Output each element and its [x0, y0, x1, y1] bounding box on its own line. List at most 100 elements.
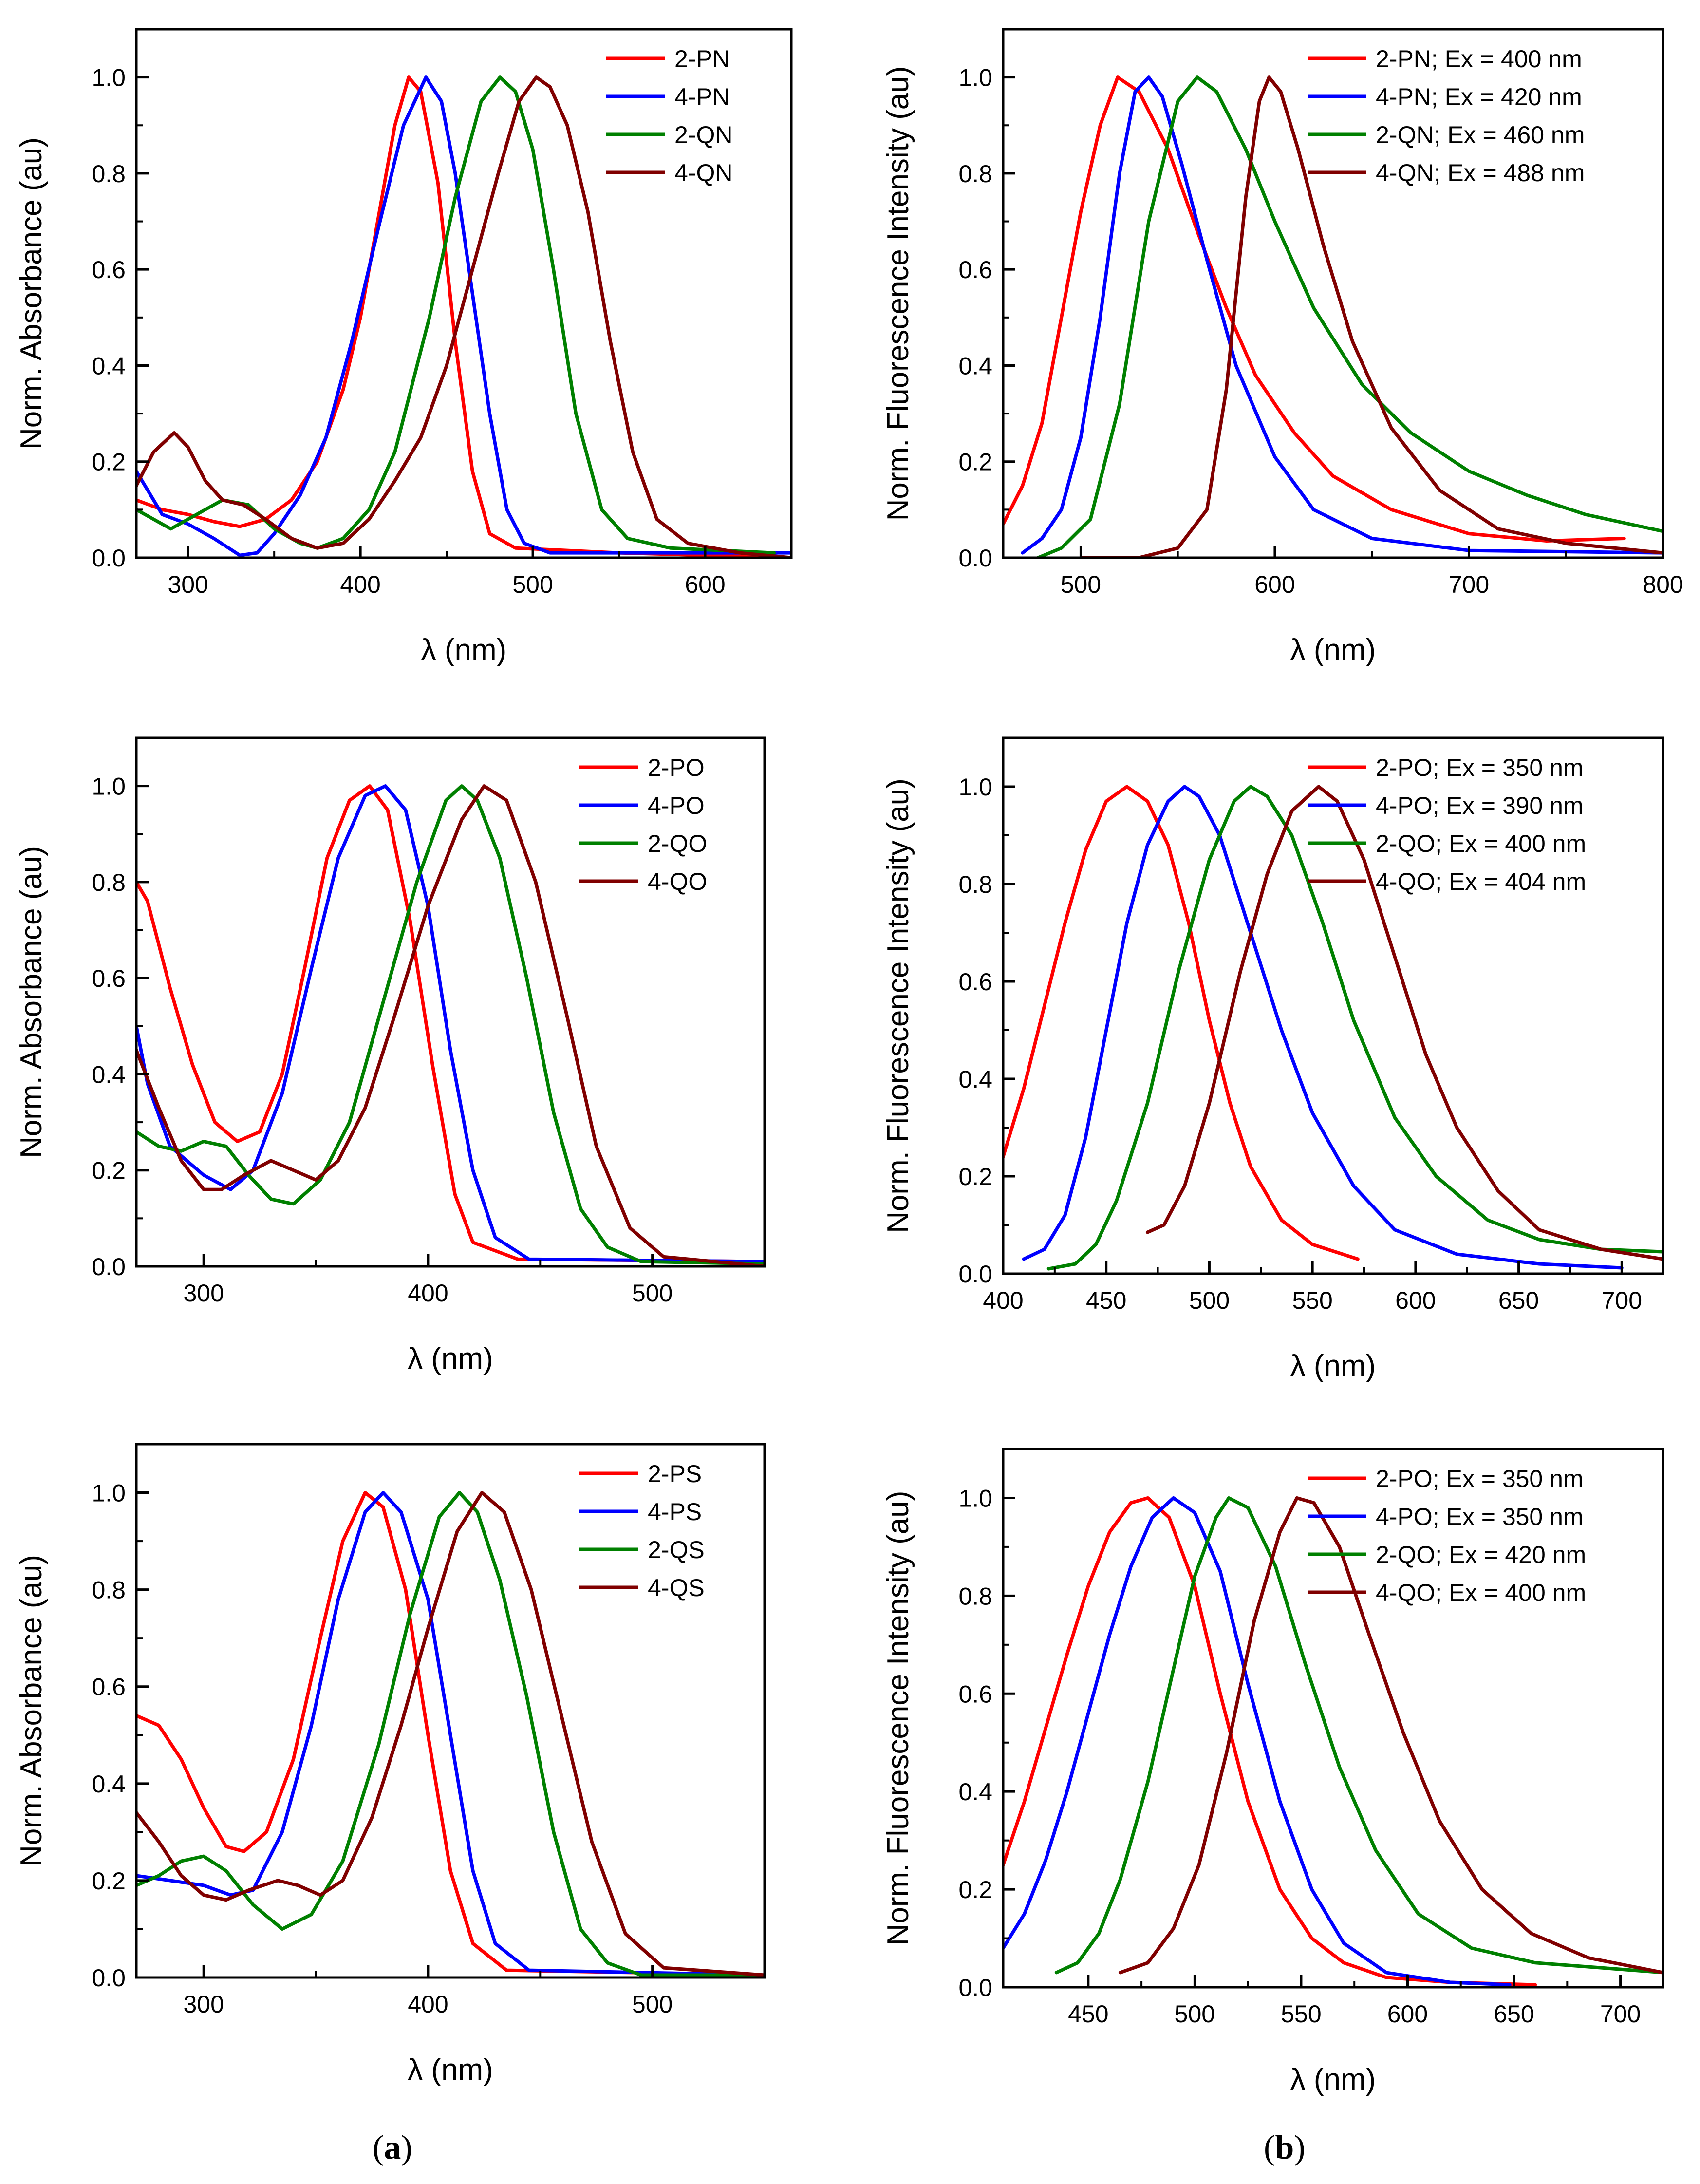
series-line-2-qo — [1054, 1496, 1663, 1975]
y-tick-label: 0.4 — [958, 1778, 992, 1806]
series-group — [1003, 785, 1663, 1271]
x-tick-label: 500 — [512, 571, 553, 598]
series-line-4-po — [136, 784, 765, 1263]
x-tick-label: 550 — [1292, 1287, 1332, 1314]
legend-entry: 2-QO; Ex = 420 nm — [1376, 1541, 1586, 1568]
x-tick-label: 600 — [1254, 571, 1295, 598]
legend-entry: 4-QO; Ex = 400 nm — [1376, 1579, 1586, 1606]
caption-b-letter: b — [1275, 2129, 1294, 2166]
x-tick-label: 400 — [983, 1287, 1023, 1314]
legend-entry: 2-QO; Ex = 400 nm — [1376, 830, 1586, 857]
chart-abs-N: 300 400 500 600 0.0 0.2 0.4 0.6 0.8 1.0 λ (nm) Norm… — [15, 28, 793, 667]
series-line-4-pn — [1021, 75, 1663, 555]
y-tick-label: 0.2 — [92, 449, 126, 476]
caption-a: (a) — [373, 2129, 412, 2166]
series-line-4-qn — [1079, 75, 1663, 558]
x-tick-label: 700 — [1449, 571, 1489, 598]
plot-frame — [1002, 736, 1664, 1275]
legend-entry: 4-QS — [648, 1574, 705, 1601]
y-tick-label: 0.2 — [958, 449, 992, 476]
series-group — [136, 1491, 765, 1977]
legend-entry: 4-PN; Ex = 420 nm — [1376, 83, 1582, 111]
legend-entry: 2-QN — [674, 121, 732, 149]
series-group — [1003, 75, 1663, 558]
series-group — [136, 784, 765, 1266]
x-tick-label: 500 — [632, 1991, 673, 2018]
legend-entry: 4-PO — [648, 792, 705, 819]
y-tick-label: 0.0 — [92, 1253, 126, 1280]
legend-entry: 4-PO; Ex = 390 nm — [1376, 792, 1584, 819]
x-tick-label: 500 — [632, 1280, 673, 1307]
legend-entry: 4-QO; Ex = 404 nm — [1376, 868, 1586, 895]
x-tick-label: 450 — [1086, 1287, 1126, 1314]
series-line-2-pn — [1003, 75, 1626, 543]
legend: 2-PN 4-PN 2-QN 4-QN — [606, 45, 732, 187]
legend-entry: 2-QN; Ex = 460 nm — [1376, 121, 1585, 149]
y-tick-label: 0.6 — [958, 968, 992, 996]
y-tick-label: 0.8 — [958, 871, 992, 898]
plot-frame — [135, 28, 793, 559]
series-line-4-qs — [136, 1491, 765, 1977]
series-line-2-pn — [136, 75, 791, 558]
legend-entry: 4-PS — [648, 1498, 702, 1525]
legend-entry: 4-QO — [648, 868, 707, 895]
x-axis-label: λ (nm) — [1290, 633, 1376, 667]
legend-entry: 4-QN; Ex = 488 nm — [1376, 159, 1585, 187]
legend-entry: 4-PN — [674, 83, 730, 111]
y-tick-label: 0.2 — [958, 1163, 992, 1190]
y-tick-label: 1.0 — [92, 64, 126, 92]
y-axis-label: Norm. Absorbance (au) — [15, 846, 48, 1158]
y-axis-label: Norm. Fluorescence Intensity (au) — [881, 66, 915, 521]
chart-fl-N: 500 600 700 800 0.0 0.2 0.4 0.6 0.8 1.0 λ (nm) Norm… — [881, 28, 1683, 667]
x-tick-label: 600 — [1395, 1287, 1436, 1314]
series-line-2-qo — [136, 784, 765, 1266]
series-line-4-pn — [136, 75, 791, 557]
y-tick-label: 0.8 — [92, 160, 126, 188]
series-line-2-qs — [136, 1491, 765, 1977]
plot-frame — [1002, 1448, 1664, 1989]
series-line-4-qo — [1118, 1496, 1663, 1975]
x-tick-label: 650 — [1498, 1287, 1539, 1314]
y-tick-label: 0.4 — [92, 352, 126, 379]
x-axis-label: λ (nm) — [408, 2053, 493, 2087]
y-tick-label: 0.6 — [92, 965, 126, 992]
legend-entry: 4-PO; Ex = 350 nm — [1376, 1503, 1584, 1530]
legend: 2-PO; Ex = 350 nm 4-PO; Ex = 350 nm 2-QO; … — [1308, 1465, 1586, 1606]
series-line-2-qn — [136, 75, 776, 555]
y-tick-label: 1.0 — [92, 773, 126, 800]
plot-frame — [135, 1443, 766, 1979]
x-axis-label: λ (nm) — [1290, 2063, 1376, 2096]
y-tick-label: 0.6 — [958, 1680, 992, 1708]
y-tick-label: 0.0 — [92, 1964, 126, 1992]
x-axis-label: λ (nm) — [1290, 1349, 1376, 1383]
chart-fl-S: 450 500 550 600 650 700 0.0 0.2 0.4 0.6 0.8 1.0 λ (n… — [881, 1448, 1664, 2096]
legend: 2-PO 4-PO 2-QO 4-QO — [579, 754, 707, 895]
x-tick-label: 550 — [1281, 2000, 1321, 2028]
y-tick-label: 0.6 — [958, 256, 992, 283]
x-tick-label: 600 — [685, 571, 725, 598]
y-tick-label: 0.0 — [958, 545, 992, 572]
plot-frame — [135, 736, 766, 1268]
y-tick-label: 0.0 — [92, 545, 126, 572]
y-tick-label: 0.4 — [92, 1061, 126, 1088]
y-tick-label: 0.4 — [958, 352, 992, 379]
x-tick-label: 700 — [1602, 1287, 1642, 1314]
series-line-4-qn — [136, 75, 791, 558]
y-tick-label: 0.6 — [92, 1674, 126, 1701]
legend-entry: 2-QO — [648, 830, 707, 857]
x-tick-label: 400 — [408, 1991, 448, 2018]
series-line-2-po — [136, 784, 765, 1263]
y-tick-label: 1.0 — [958, 64, 992, 92]
y-tick-label: 0.8 — [92, 1577, 126, 1604]
series-line-4-qo — [1145, 785, 1663, 1261]
y-tick-label: 0.8 — [92, 869, 126, 896]
y-tick-label: 0.4 — [958, 1066, 992, 1093]
series-line-4-po — [1022, 785, 1624, 1270]
x-tick-label: 500 — [1189, 1287, 1230, 1314]
legend: 2-PO; Ex = 350 nm 4-PO; Ex = 390 nm 2-QO; … — [1308, 754, 1586, 895]
series-line-2-qo — [1046, 785, 1663, 1271]
x-tick-label: 700 — [1600, 2000, 1641, 2028]
y-tick-label: 1.0 — [958, 773, 992, 801]
legend-entry: 2-PO; Ex = 350 nm — [1376, 754, 1584, 781]
